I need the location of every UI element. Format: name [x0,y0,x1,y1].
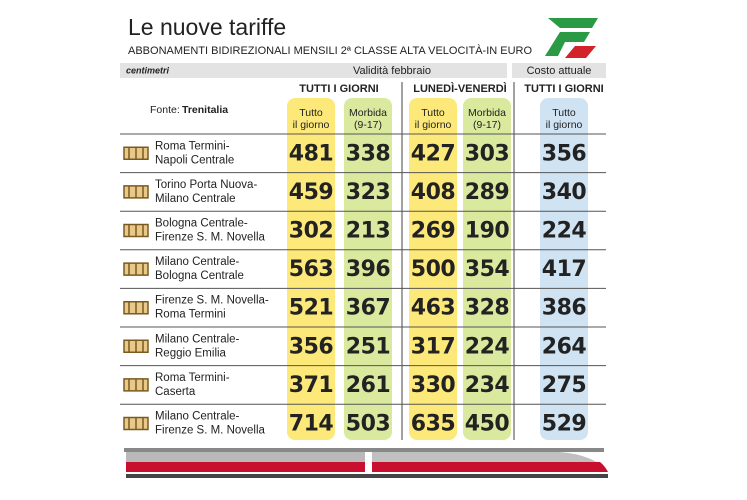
validity-header: Validità febbraio [353,65,431,77]
fare: 275 [542,373,586,398]
logo [545,18,598,58]
fare: 417 [542,257,586,282]
train-icon [123,262,149,276]
fare: 529 [542,412,586,437]
column-label: Tutto [421,107,445,119]
route: Bologna Centrale [155,270,244,282]
fare: 371 [289,373,333,398]
column-label: Morbida [468,107,506,119]
column-label: (9-17) [473,119,501,131]
header-bar [512,63,606,78]
fare: 251 [346,334,390,359]
train-icon [123,378,149,392]
fare: 408 [411,180,455,205]
route: Roma Termini [155,309,226,321]
route: Milano Centrale- [155,411,240,423]
fare: 427 [411,141,455,166]
route: Milano Centrale- [155,333,240,345]
fare: 500 [411,257,456,282]
route: Firenze S. M. Novella [155,425,266,437]
column-label: (9-17) [354,119,382,131]
fare: 302 [289,219,333,244]
train-icon [123,146,149,161]
fare: 289 [465,180,509,205]
fare: 264 [542,334,587,359]
train-icon [123,339,149,354]
fare: 463 [411,296,455,321]
fare: 481 [289,141,333,166]
fare: 323 [346,180,390,205]
header-bar [120,63,507,78]
column-label: Tutto [299,107,323,119]
route: Milano Centrale- [155,256,240,268]
route: Firenze S. M. Novella- [155,295,269,307]
fare: 367 [346,296,390,321]
fare: 261 [346,373,390,398]
fare: 330 [411,373,456,398]
train-icon [123,185,149,199]
fare: 269 [411,219,455,244]
fare: 338 [346,141,390,166]
fare: 224 [465,334,510,359]
fare: 303 [465,141,509,166]
column-label: Tutto [552,107,576,119]
column-band [463,98,511,440]
group-header: LUNEDÌ-VENERDÌ [413,82,507,95]
column-label: il giorno [415,119,452,131]
route: Roma Termini- [155,372,230,384]
fare: 328 [465,296,509,321]
route: Milano Centrale [155,193,236,205]
fare: 521 [289,296,333,321]
fare: 356 [289,334,334,359]
route: Roma Termini- [155,140,230,152]
source-name: Trenitalia [182,104,228,116]
fare: 190 [465,219,510,244]
route: Bologna Centrale- [155,218,248,230]
column-label: il giorno [293,119,330,131]
fare: 396 [346,257,391,282]
column-band [409,98,457,440]
fare: 450 [465,412,510,437]
fare: 635 [411,412,455,437]
subtitle: ABBONAMENTI BIDIREZIONALI MENSILI 2ª CLA… [128,44,532,57]
train-icon [123,416,149,431]
train-icon [123,300,149,315]
fare: 563 [289,257,333,282]
column-label: il giorno [546,119,583,131]
route: Torino Porta Nuova- [155,179,257,191]
group-header: TUTTI I GIORNI [299,83,378,95]
group-header: TUTTI I GIORNI [524,83,603,95]
route: Firenze S. M. Novella [155,232,266,244]
fare: 224 [542,219,587,244]
fare: 317 [411,334,455,359]
column-label: Morbida [349,107,387,119]
fare: 714 [289,412,334,437]
column-band [287,98,335,440]
train-icon [123,223,149,238]
brand: centimetri [126,65,170,75]
fare: 356 [542,141,587,166]
column-band [540,98,588,440]
fare: 503 [346,412,390,437]
current-header: Costo attuale [527,65,592,77]
fare: 459 [289,180,333,205]
title: Le nuove tariffe [128,14,286,40]
column-band [344,98,392,440]
fare: 340 [542,180,587,205]
fare: 234 [465,373,510,398]
source-label: Fonte: [150,104,180,116]
fare: 386 [542,296,587,321]
route: Napoli Centrale [155,154,234,166]
route: Caserta [155,386,196,398]
fare: 213 [346,219,390,244]
train [124,448,608,478]
route: Reggio Emilia [155,347,227,359]
fare: 354 [465,257,510,282]
